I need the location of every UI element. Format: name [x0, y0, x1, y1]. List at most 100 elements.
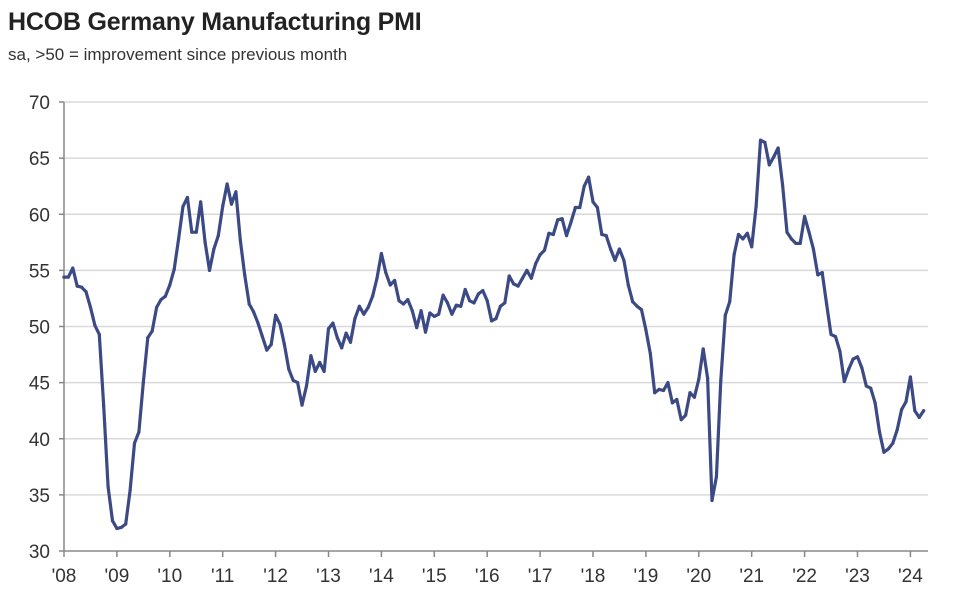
data-point — [754, 204, 758, 208]
y-tick-label: 30 — [29, 542, 50, 563]
data-point — [450, 312, 454, 316]
data-point — [899, 407, 904, 412]
y-tick-label: 45 — [29, 374, 50, 395]
data-point — [688, 391, 692, 395]
data-point — [207, 268, 212, 272]
data-point — [503, 301, 507, 305]
data-point — [397, 299, 401, 303]
data-point — [102, 404, 106, 408]
data-point — [670, 401, 674, 405]
data-point — [75, 284, 79, 288]
data-point — [772, 155, 776, 159]
data-point — [287, 367, 291, 371]
data-point — [842, 379, 846, 384]
data-point — [190, 230, 194, 234]
data-point — [657, 387, 661, 391]
data-point — [750, 245, 754, 249]
data-point — [780, 183, 785, 187]
data-point — [807, 230, 811, 234]
data-point — [767, 163, 771, 167]
data-point — [706, 376, 710, 380]
data-point — [269, 342, 273, 347]
data-point — [714, 475, 719, 479]
data-point — [631, 300, 635, 304]
data-point — [432, 314, 436, 318]
data-point — [882, 450, 886, 454]
data-point — [251, 310, 256, 314]
data-point — [340, 346, 344, 350]
data-point — [229, 202, 234, 206]
y-tick-label: 50 — [29, 318, 50, 339]
data-point — [278, 322, 282, 326]
data-point — [529, 276, 533, 280]
data-point — [93, 323, 97, 327]
data-point — [653, 391, 657, 395]
y-tick-label: 65 — [29, 149, 50, 170]
data-point — [309, 354, 313, 358]
data-point — [154, 305, 159, 310]
data-point — [445, 301, 450, 305]
data-point — [829, 332, 833, 336]
data-point — [291, 378, 295, 382]
data-point — [172, 267, 176, 271]
data-point — [463, 287, 467, 292]
data-point — [388, 283, 392, 287]
data-point — [520, 276, 525, 280]
data-point — [476, 292, 480, 296]
data-point — [547, 231, 551, 235]
y-tick-label: 60 — [29, 205, 50, 226]
data-point — [679, 418, 683, 422]
data-point — [719, 378, 723, 382]
data-point — [908, 375, 913, 379]
data-point — [578, 205, 582, 210]
data-point — [110, 519, 115, 523]
data-point — [644, 328, 648, 332]
data-point — [498, 304, 503, 308]
data-point — [851, 357, 855, 361]
x-tick-label: '19 — [634, 566, 659, 587]
data-point — [199, 200, 203, 204]
x-tick-label: '14 — [369, 566, 394, 587]
data-point — [370, 294, 375, 298]
data-point — [569, 220, 573, 224]
data-point — [344, 331, 348, 335]
data-point — [560, 217, 564, 221]
data-point — [609, 247, 613, 251]
data-point — [494, 317, 498, 321]
data-point — [181, 204, 185, 208]
data-point — [648, 351, 652, 356]
data-point — [838, 349, 842, 353]
data-point — [472, 301, 476, 305]
data-point — [80, 285, 84, 289]
data-point — [296, 381, 300, 385]
data-point — [441, 293, 445, 297]
data-point — [423, 330, 428, 334]
data-point — [238, 238, 242, 242]
data-point — [168, 283, 172, 287]
data-point — [776, 146, 780, 150]
data-point — [820, 271, 824, 275]
data-point — [234, 190, 238, 194]
data-point — [639, 308, 644, 312]
data-point — [613, 258, 617, 262]
data-point — [864, 384, 868, 388]
data-point — [419, 309, 423, 313]
data-point — [467, 299, 472, 303]
x-tick-label: '08 — [52, 566, 77, 587]
data-point — [697, 377, 701, 381]
data-point — [194, 230, 198, 234]
y-tick-label: 40 — [29, 430, 50, 451]
data-point — [348, 340, 353, 344]
x-tick-label: '22 — [792, 566, 817, 587]
data-point — [481, 288, 485, 293]
data-point — [600, 232, 604, 237]
data-point — [212, 247, 216, 251]
x-tick-label: '24 — [898, 566, 923, 587]
data-point — [586, 175, 591, 179]
data-point — [913, 409, 917, 413]
data-point — [454, 303, 458, 307]
data-point — [357, 304, 361, 308]
data-point — [661, 388, 666, 393]
data-point — [692, 395, 696, 399]
data-point — [115, 526, 119, 531]
